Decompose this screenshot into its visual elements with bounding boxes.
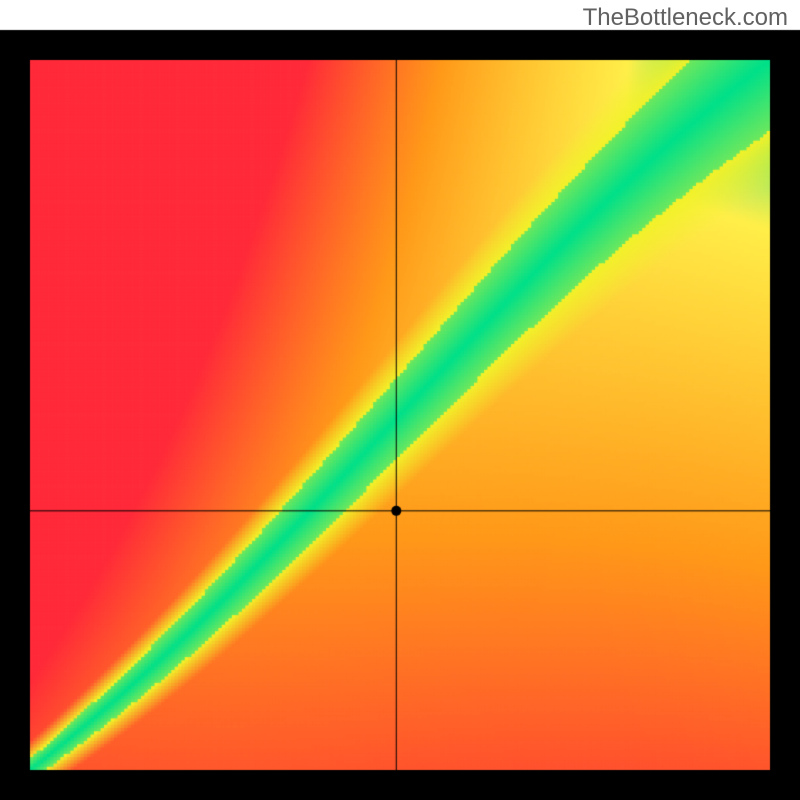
- bottleneck-heatmap: [0, 0, 800, 800]
- attribution-label: TheBottleneck.com: [583, 4, 788, 32]
